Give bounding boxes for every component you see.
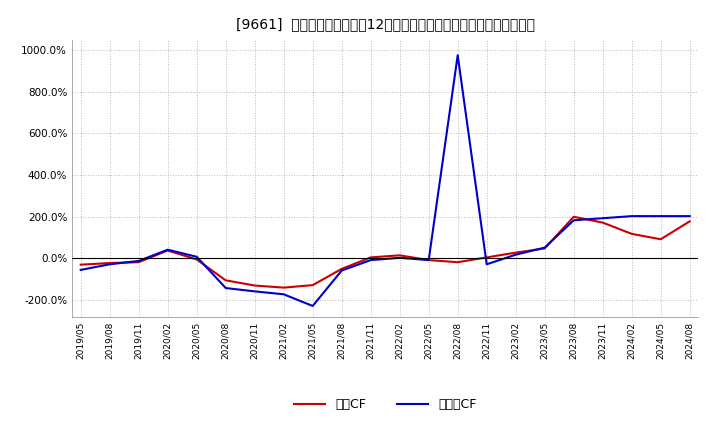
営業CF [541, 246, 549, 251]
営業CF [366, 255, 375, 260]
Title: [9661]  キャッシュフローの12か月移動合計の対前年同期増減率の推移: [9661] キャッシュフローの12か月移動合計の対前年同期増減率の推移 [235, 18, 535, 32]
営業CF [454, 260, 462, 265]
フリーCF [395, 255, 404, 260]
営業CF [135, 260, 143, 265]
Legend: 営業CF, フリーCF: 営業CF, フリーCF [289, 393, 482, 416]
営業CF [685, 219, 694, 224]
フリーCF [163, 247, 172, 252]
営業CF [338, 266, 346, 271]
フリーCF [221, 286, 230, 291]
フリーCF [251, 289, 259, 294]
営業CF [598, 220, 607, 225]
フリーCF [627, 213, 636, 219]
フリーCF [135, 258, 143, 264]
フリーCF [308, 303, 317, 308]
営業CF [279, 285, 288, 290]
フリーCF [338, 268, 346, 273]
フリーCF [366, 257, 375, 263]
営業CF [570, 214, 578, 220]
フリーCF [657, 213, 665, 219]
営業CF [395, 253, 404, 258]
フリーCF [105, 262, 114, 267]
営業CF [627, 231, 636, 236]
営業CF [76, 262, 85, 268]
営業CF [221, 278, 230, 283]
フリーCF [482, 262, 491, 267]
Line: 営業CF: 営業CF [81, 217, 690, 288]
営業CF [482, 255, 491, 260]
フリーCF [76, 267, 85, 272]
営業CF [424, 257, 433, 263]
営業CF [511, 250, 520, 255]
フリーCF [192, 254, 201, 260]
Line: フリーCF: フリーCF [81, 55, 690, 306]
フリーCF [598, 216, 607, 221]
営業CF [308, 282, 317, 288]
営業CF [192, 257, 201, 262]
フリーCF [685, 213, 694, 219]
フリーCF [424, 257, 433, 263]
営業CF [657, 237, 665, 242]
フリーCF [279, 292, 288, 297]
フリーCF [541, 245, 549, 250]
営業CF [105, 260, 114, 266]
営業CF [163, 248, 172, 253]
フリーCF [511, 252, 520, 257]
フリーCF [454, 53, 462, 58]
営業CF [251, 283, 259, 288]
フリーCF [570, 218, 578, 223]
